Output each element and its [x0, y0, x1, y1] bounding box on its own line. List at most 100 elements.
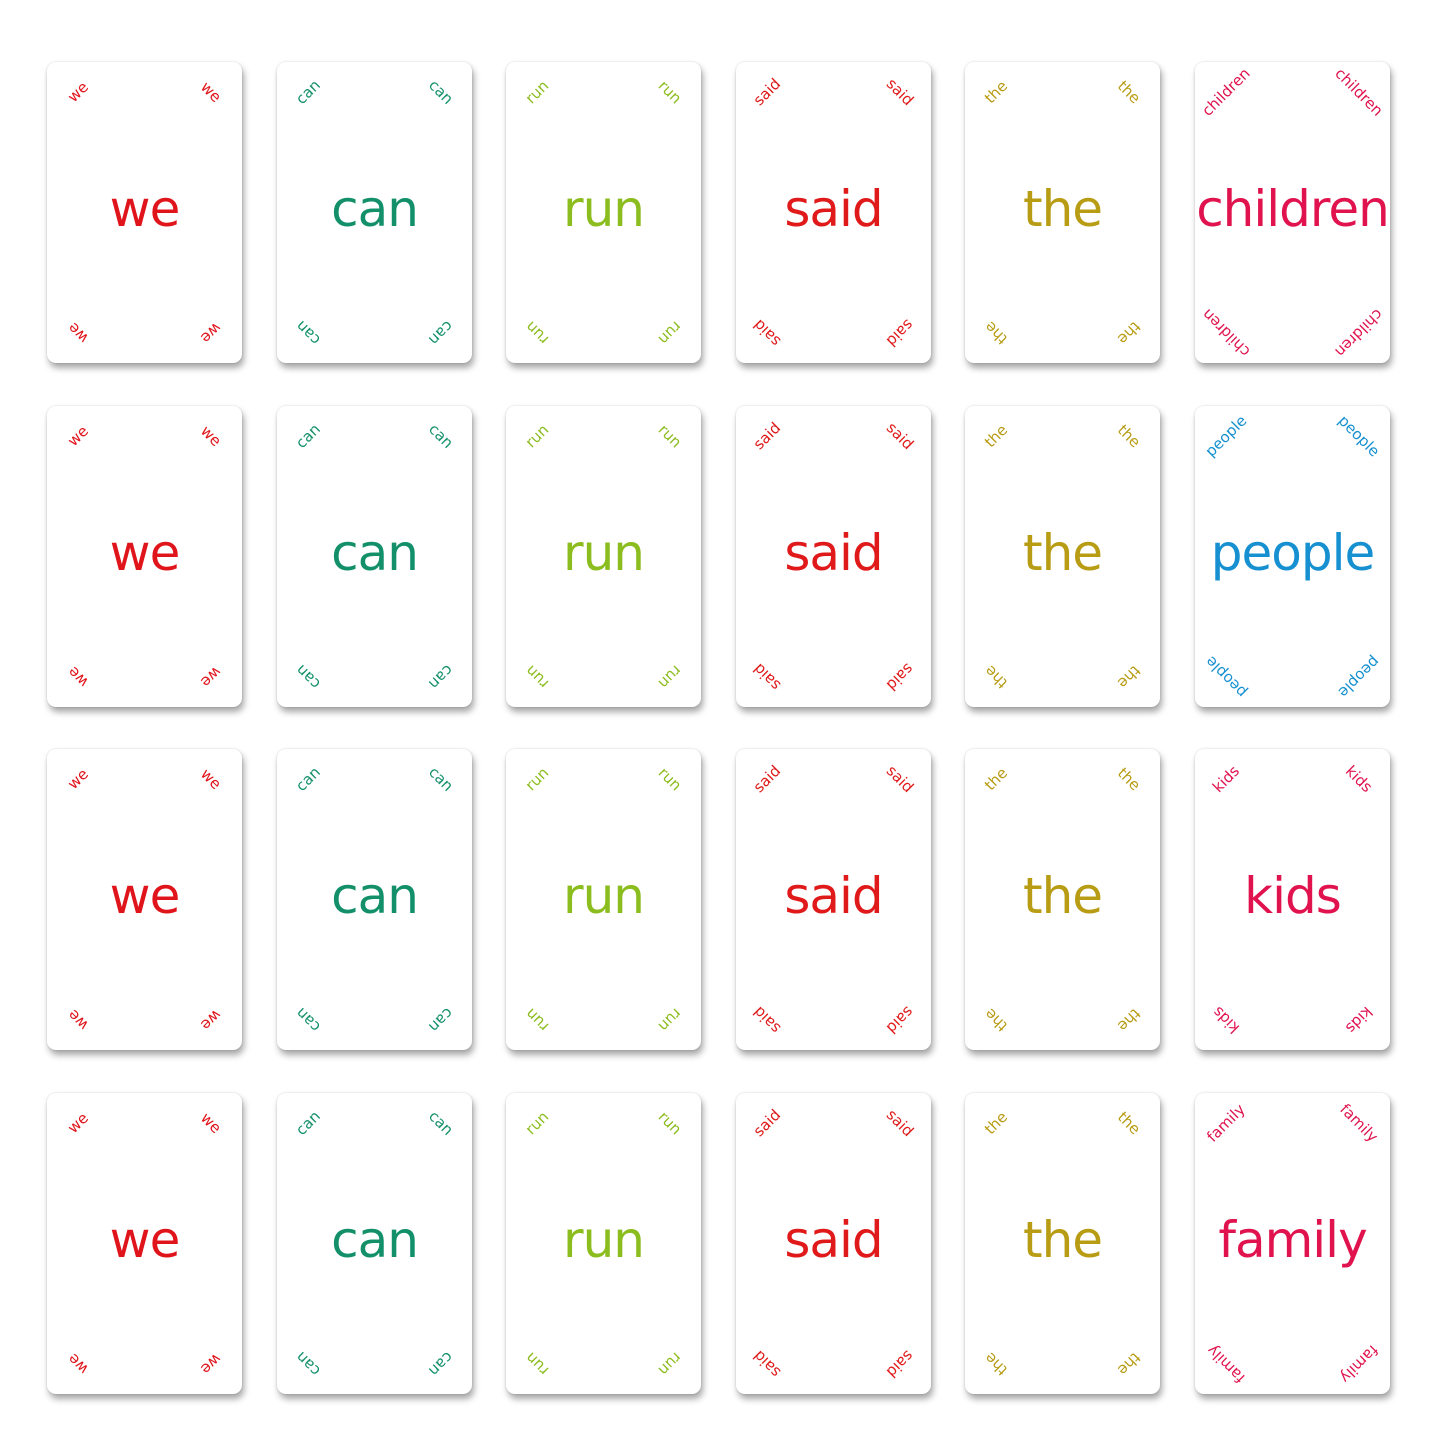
- corner-label-tr: can: [425, 763, 457, 795]
- word-card-people[interactable]: people people people people people: [1195, 406, 1390, 707]
- corner-label-tr: people: [1334, 411, 1384, 461]
- corner-label-tr: said: [882, 1105, 918, 1141]
- corner-label-br: family: [1336, 1341, 1382, 1387]
- corner-label-br: run: [654, 661, 686, 693]
- word-card-can[interactable]: can can can can can: [277, 1093, 472, 1394]
- word-card-said[interactable]: said said said said said: [736, 62, 931, 363]
- word-card-run[interactable]: run run run run run: [506, 406, 701, 707]
- card-word: run: [563, 867, 645, 926]
- card-word: can: [331, 180, 419, 239]
- corner-label-bl: can: [292, 1348, 324, 1380]
- word-card-the[interactable]: the the the the the: [965, 406, 1160, 707]
- corner-label-tl: the: [980, 1107, 1012, 1139]
- corner-label-tr: the: [1113, 763, 1145, 795]
- corner-label-br: we: [197, 1350, 225, 1378]
- corner-label-tr: said: [882, 418, 918, 454]
- corner-label-bl: we: [64, 319, 92, 347]
- word-card-run[interactable]: run run run run run: [506, 749, 701, 1050]
- word-card-we[interactable]: we we we we we: [47, 62, 242, 363]
- corner-label-tl: run: [521, 763, 553, 795]
- corner-label-br: the: [1113, 1348, 1145, 1380]
- word-card-children[interactable]: children children children children children: [1195, 62, 1390, 363]
- corner-label-bl: said: [749, 659, 785, 695]
- card-word: said: [784, 867, 883, 926]
- corner-label-br: said: [882, 1002, 918, 1038]
- card-word: the: [1022, 524, 1103, 583]
- corner-label-tr: we: [197, 422, 225, 450]
- word-card-family[interactable]: family family family family family: [1195, 1093, 1390, 1394]
- corner-label-br: the: [1113, 661, 1145, 693]
- word-card-said[interactable]: said said said said said: [736, 1093, 931, 1394]
- card-word: people: [1210, 524, 1375, 583]
- word-card-can[interactable]: can can can can can: [277, 62, 472, 363]
- corner-label-tr: the: [1113, 1107, 1145, 1139]
- corner-label-tr: family: [1336, 1100, 1382, 1146]
- card-word: run: [563, 524, 645, 583]
- card-word: the: [1022, 1211, 1103, 1270]
- corner-label-br: people: [1334, 652, 1384, 702]
- corner-label-bl: we: [64, 1350, 92, 1378]
- corner-label-tl: people: [1201, 411, 1251, 461]
- corner-label-tl: we: [64, 1109, 92, 1137]
- corner-label-br: said: [882, 1346, 918, 1382]
- corner-label-bl: said: [749, 1346, 785, 1382]
- corner-label-tr: children: [1331, 64, 1387, 120]
- word-card-kids[interactable]: kids kids kids kids kids: [1195, 749, 1390, 1050]
- corner-label-tl: the: [980, 76, 1012, 108]
- corner-label-bl: the: [980, 317, 1012, 349]
- word-card-can[interactable]: can can can can can: [277, 749, 472, 1050]
- corner-label-bl: can: [292, 1004, 324, 1036]
- card-word: said: [784, 1211, 883, 1270]
- corner-label-bl: people: [1201, 652, 1251, 702]
- word-card-we[interactable]: we we we we we: [47, 406, 242, 707]
- word-card-said[interactable]: said said said said said: [736, 749, 931, 1050]
- corner-label-tr: kids: [1341, 761, 1377, 797]
- corner-label-bl: run: [521, 1348, 553, 1380]
- corner-label-tl: can: [292, 763, 324, 795]
- corner-label-br: can: [425, 317, 457, 349]
- corner-label-tr: can: [425, 1107, 457, 1139]
- word-card-run[interactable]: run run run run run: [506, 1093, 701, 1394]
- corner-label-tr: run: [654, 420, 686, 452]
- word-card-we[interactable]: we we we we we: [47, 1093, 242, 1394]
- corner-label-br: can: [425, 1348, 457, 1380]
- corner-label-tl: we: [64, 422, 92, 450]
- card-word: kids: [1244, 867, 1342, 926]
- card-word: we: [109, 524, 181, 583]
- card-word: we: [109, 1211, 181, 1270]
- corner-label-br: we: [197, 1006, 225, 1034]
- corner-label-bl: can: [292, 661, 324, 693]
- corner-label-br: children: [1331, 305, 1387, 361]
- word-card-run[interactable]: run run run run run: [506, 62, 701, 363]
- word-card-the[interactable]: the the the the the: [965, 749, 1160, 1050]
- word-card-the[interactable]: the the the the the: [965, 62, 1160, 363]
- corner-label-tl: can: [292, 76, 324, 108]
- corner-label-bl: kids: [1208, 1002, 1244, 1038]
- word-card-can[interactable]: can can can can can: [277, 406, 472, 707]
- corner-label-br: run: [654, 1004, 686, 1036]
- corner-label-tl: can: [292, 420, 324, 452]
- corner-label-tl: we: [64, 765, 92, 793]
- corner-label-bl: run: [521, 317, 553, 349]
- card-word: can: [331, 524, 419, 583]
- word-card-we[interactable]: we we we we we: [47, 749, 242, 1050]
- corner-label-br: run: [654, 317, 686, 349]
- card-word: the: [1022, 180, 1103, 239]
- corner-label-bl: said: [749, 315, 785, 351]
- corner-label-tl: said: [749, 761, 785, 797]
- card-word: family: [1218, 1211, 1367, 1270]
- corner-label-tl: children: [1198, 64, 1254, 120]
- card-word: said: [784, 180, 883, 239]
- corner-label-tl: said: [749, 418, 785, 454]
- corner-label-bl: the: [980, 1348, 1012, 1380]
- corner-label-tr: said: [882, 74, 918, 110]
- corner-label-tl: kids: [1208, 761, 1244, 797]
- word-card-said[interactable]: said said said said said: [736, 406, 931, 707]
- corner-label-bl: run: [521, 661, 553, 693]
- corner-label-tr: can: [425, 76, 457, 108]
- corner-label-br: can: [425, 661, 457, 693]
- corner-label-tl: run: [521, 420, 553, 452]
- card-word: can: [331, 867, 419, 926]
- word-card-the[interactable]: the the the the the: [965, 1093, 1160, 1394]
- corner-label-bl: we: [64, 1006, 92, 1034]
